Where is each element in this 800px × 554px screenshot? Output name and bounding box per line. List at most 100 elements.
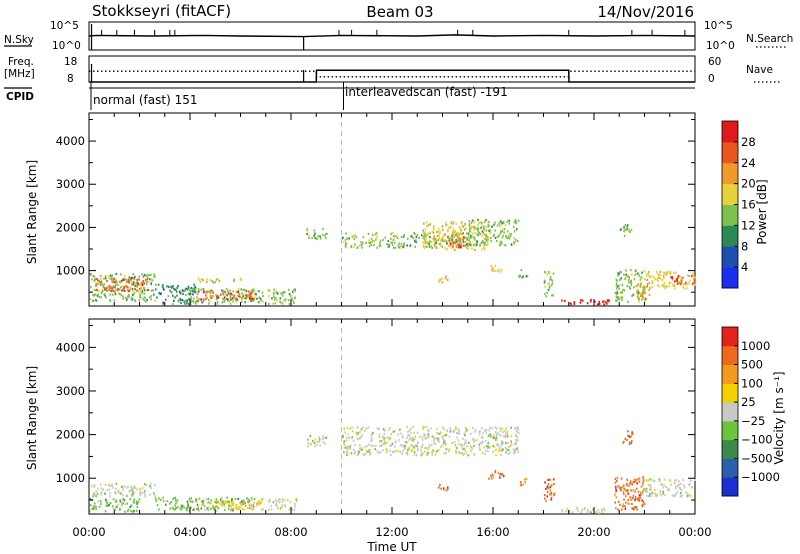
- data-cell: [487, 434, 490, 437]
- data-cell: [142, 275, 145, 278]
- data-cell: [108, 286, 111, 289]
- data-cell: [397, 433, 399, 436]
- data-cell: [120, 492, 122, 495]
- colorbar-tick-label: 12: [741, 218, 756, 232]
- data-cell: [425, 235, 427, 238]
- data-region: [518, 269, 529, 279]
- data-cell: [662, 274, 665, 278]
- data-cell: [623, 492, 625, 495]
- data-cell: [642, 285, 645, 288]
- colorbar-swatch: [722, 246, 738, 268]
- data-cell: [644, 488, 646, 491]
- data-cell: [433, 237, 435, 240]
- data-cell: [680, 495, 682, 498]
- data-cell: [252, 298, 255, 301]
- data-cell: [500, 268, 503, 272]
- data-cell: [403, 242, 406, 245]
- data-cell: [193, 508, 195, 511]
- data-cell: [217, 278, 219, 281]
- data-cell: [681, 276, 684, 279]
- data-cell: [632, 494, 635, 497]
- data-cell: [471, 447, 474, 450]
- data-cell: [641, 493, 644, 496]
- data-cell: [622, 503, 625, 506]
- data-cell: [643, 487, 645, 491]
- data-cell: [516, 446, 519, 449]
- data-cell: [552, 478, 555, 481]
- data-cell: [125, 296, 127, 299]
- data-cell: [626, 224, 629, 227]
- data-cell: [495, 436, 498, 439]
- data-cell: [441, 277, 443, 280]
- data-cell: [442, 434, 445, 437]
- data-cell: [382, 449, 384, 452]
- data-cell: [463, 228, 466, 231]
- data-cell: [281, 504, 284, 507]
- data-cell: [114, 293, 117, 296]
- data-cell: [514, 449, 516, 452]
- data-cell: [134, 487, 137, 490]
- data-cell: [111, 274, 113, 277]
- data-cell: [227, 507, 230, 510]
- data-cell: [623, 227, 626, 230]
- data-cell: [548, 285, 551, 288]
- data-cell: [479, 441, 482, 444]
- data-cell: [470, 227, 472, 230]
- data-cell: [370, 244, 373, 247]
- data-cell: [122, 297, 124, 300]
- data-cell: [353, 452, 356, 455]
- data-cell: [473, 220, 476, 223]
- data-cell: [471, 232, 474, 235]
- data-cell: [118, 292, 120, 295]
- data-cell: [473, 444, 475, 447]
- data-cell: [378, 244, 381, 248]
- data-cell: [546, 485, 549, 488]
- data-cell: [143, 286, 145, 289]
- data-cell: [126, 289, 129, 292]
- data-cell: [469, 226, 471, 229]
- data-cell: [451, 241, 454, 244]
- data-cell: [236, 508, 239, 511]
- data-cell: [643, 502, 646, 505]
- data-cell: [469, 243, 471, 246]
- colorbar-swatch: [722, 327, 738, 347]
- data-cell: [382, 435, 384, 438]
- data-cell: [635, 478, 637, 482]
- data-cell: [675, 271, 677, 274]
- data-cell: [515, 238, 517, 241]
- data-cell: [434, 442, 437, 445]
- data-cell: [494, 221, 497, 224]
- data-cell: [481, 451, 484, 455]
- data-cell: [384, 236, 387, 239]
- data-cell: [167, 295, 170, 298]
- data-cell: [383, 437, 386, 440]
- data-cell: [215, 297, 218, 301]
- data-cell: [97, 487, 99, 490]
- data-cell: [438, 237, 440, 240]
- data-region: [448, 234, 466, 249]
- data-cell: [487, 224, 490, 227]
- data-cell: [378, 433, 381, 436]
- data-cell: [550, 484, 553, 487]
- data-cell: [146, 273, 149, 277]
- data-cell: [100, 491, 103, 494]
- data-cell: [343, 446, 346, 449]
- colorbar-swatch: [722, 420, 738, 441]
- data-cell: [590, 511, 592, 514]
- data-cell: [141, 273, 143, 276]
- data-cell: [623, 484, 625, 487]
- data-cell: [394, 241, 396, 244]
- data-cell: [451, 237, 454, 240]
- data-cell: [97, 500, 100, 503]
- data-cell: [506, 220, 508, 223]
- data-cell: [230, 505, 232, 508]
- data-cell: [208, 502, 211, 505]
- data-cell: [465, 247, 468, 250]
- data-cell: [493, 445, 495, 448]
- data-cell: [484, 233, 486, 236]
- data-cell: [478, 433, 481, 436]
- data-cell: [688, 282, 690, 285]
- data-cell: [126, 494, 128, 497]
- data-cell: [250, 299, 252, 302]
- data-cell: [150, 295, 152, 298]
